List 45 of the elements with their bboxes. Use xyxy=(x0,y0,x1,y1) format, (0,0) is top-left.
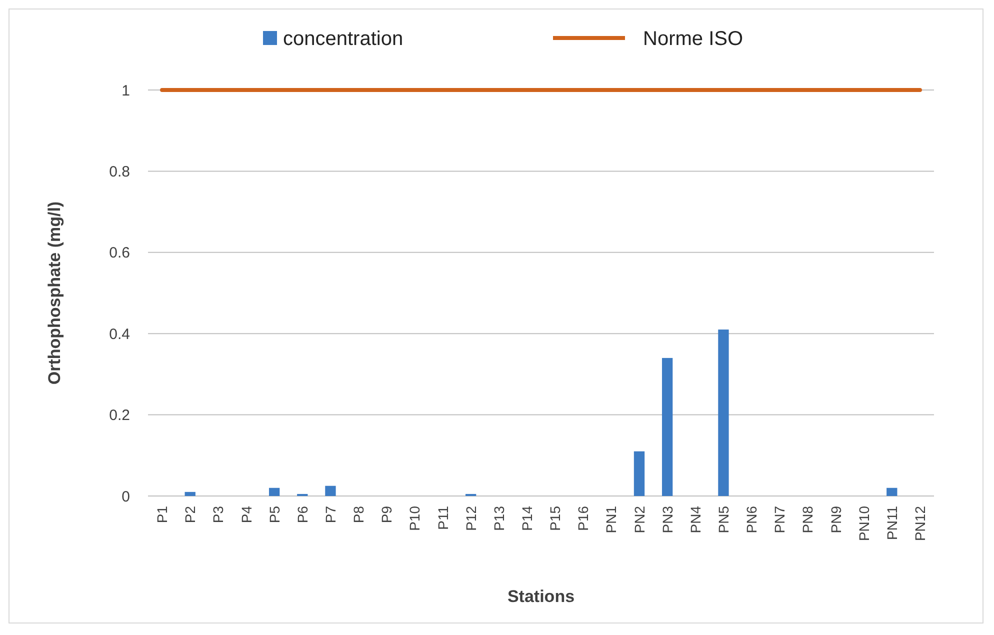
bar xyxy=(634,451,645,496)
x-tick-label: P12 xyxy=(462,506,479,531)
x-tick-label: PN3 xyxy=(659,506,676,534)
x-tick-label: P11 xyxy=(434,506,451,530)
x-tick-label: P3 xyxy=(210,506,226,524)
x-tick-label: P6 xyxy=(294,506,310,524)
x-tick-label: P8 xyxy=(350,506,367,524)
y-tick-label: 0.2 xyxy=(109,407,130,424)
x-axis-title: Stations xyxy=(507,587,575,606)
x-tick-label: PN10 xyxy=(856,506,872,542)
bar xyxy=(325,486,336,496)
x-tick-label: P5 xyxy=(266,506,282,524)
y-axis-title: Orthophosphate (mg/l) xyxy=(45,201,64,385)
x-tick-label: P7 xyxy=(322,506,338,524)
x-tick-label: P15 xyxy=(547,506,564,531)
x-tick-label: PN7 xyxy=(772,506,788,534)
x-tick-label: PN11 xyxy=(884,506,900,540)
bar xyxy=(184,492,196,496)
x-tick-label: P9 xyxy=(378,506,395,524)
x-tick-label: PN12 xyxy=(912,506,928,542)
bar xyxy=(886,488,898,496)
y-tick-label: 0.4 xyxy=(109,326,130,343)
x-tick-label: PN1 xyxy=(603,506,620,534)
x-tick-label: P1 xyxy=(154,506,170,524)
x-tick-label: P13 xyxy=(490,506,507,531)
x-tick-label: PN5 xyxy=(715,506,732,534)
y-tick-label: 0.6 xyxy=(109,244,130,262)
x-tick-label: P2 xyxy=(182,506,198,524)
x-tick-label: PN4 xyxy=(687,506,704,534)
x-tick-label: PN8 xyxy=(800,506,816,534)
legend-label: Norme ISO xyxy=(643,28,744,50)
bar xyxy=(268,488,280,496)
bar xyxy=(662,358,673,496)
x-tick-label: P14 xyxy=(518,506,535,531)
y-tick-label: 0 xyxy=(122,488,130,506)
x-tick-label: PN2 xyxy=(631,506,648,534)
x-tick-label: P4 xyxy=(238,506,254,524)
x-tick-label: P16 xyxy=(575,506,592,531)
legend-label: concentration xyxy=(283,28,404,50)
bar xyxy=(718,330,729,496)
x-tick-label: PN6 xyxy=(744,506,760,534)
x-tick-label: PN9 xyxy=(828,506,844,534)
x-tick-label: P10 xyxy=(406,506,423,531)
y-tick-label: 1 xyxy=(122,82,130,100)
y-tick-label: 0.8 xyxy=(109,163,130,180)
